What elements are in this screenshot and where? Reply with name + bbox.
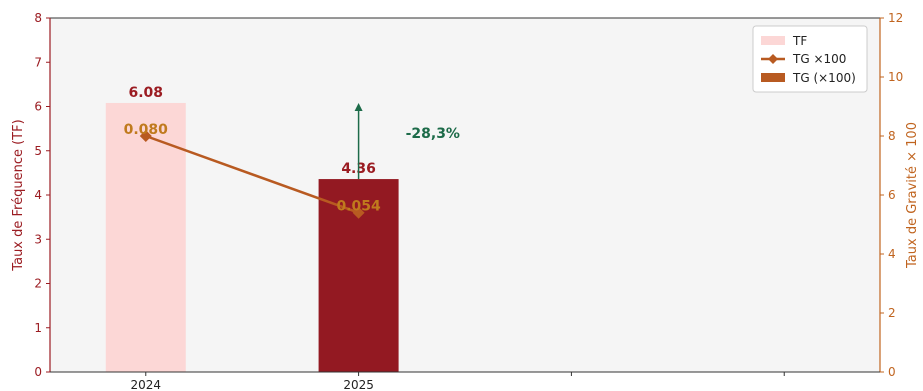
legend-swatch-tg-marker xyxy=(768,54,778,64)
legend-swatch-tf xyxy=(761,36,785,45)
tf-value-label-2024: 6.08 xyxy=(128,85,163,101)
legend-entry-1: TG ×100 xyxy=(792,52,846,66)
right-tick-label: 8 xyxy=(888,129,896,143)
right-tick-label: 6 xyxy=(888,188,896,202)
left-tick-label: 7 xyxy=(34,55,42,69)
change-annotation: -28,3% xyxy=(406,126,460,142)
left-tick-label: 0 xyxy=(34,365,42,379)
tg-value-label-2024: 0.080 xyxy=(124,122,169,138)
plot-area xyxy=(50,18,880,372)
change-arrow-head xyxy=(354,102,363,111)
right-tick-label: 12 xyxy=(888,11,903,25)
tg-line xyxy=(145,134,360,214)
right-tick-label: 10 xyxy=(888,70,903,84)
right-tick-label: 2 xyxy=(888,306,896,320)
left-tick-label: 5 xyxy=(34,144,42,158)
tf-bar-2024 xyxy=(105,102,186,373)
right-tick-label: 0 xyxy=(888,365,896,379)
x-tick-label-2025: 2025 xyxy=(343,378,374,391)
tg-point-2024 xyxy=(139,130,152,142)
x-tick-label-2024: 2024 xyxy=(130,378,161,391)
legend-swatch-tg-bar xyxy=(761,73,785,82)
right-tick-label: 4 xyxy=(888,247,896,261)
legend-entry-0: TF xyxy=(792,34,807,48)
left-tick-label: 6 xyxy=(34,100,42,114)
left-tick-label: 1 xyxy=(34,321,42,335)
left-tick-label: 4 xyxy=(34,188,42,202)
tg-point-2025 xyxy=(352,206,365,219)
left-axis-title: Taux de Fréquence (TF) xyxy=(11,119,26,271)
tg-value-label-2025: 0.054 xyxy=(336,199,381,215)
right-axis-title: Taux de Gravité × 100 xyxy=(905,122,920,269)
left-tick-label: 2 xyxy=(34,277,42,291)
legend-entry-2: TG (×100) xyxy=(792,71,856,85)
left-tick-label: 8 xyxy=(34,11,42,25)
left-tick-label: 3 xyxy=(34,232,42,246)
